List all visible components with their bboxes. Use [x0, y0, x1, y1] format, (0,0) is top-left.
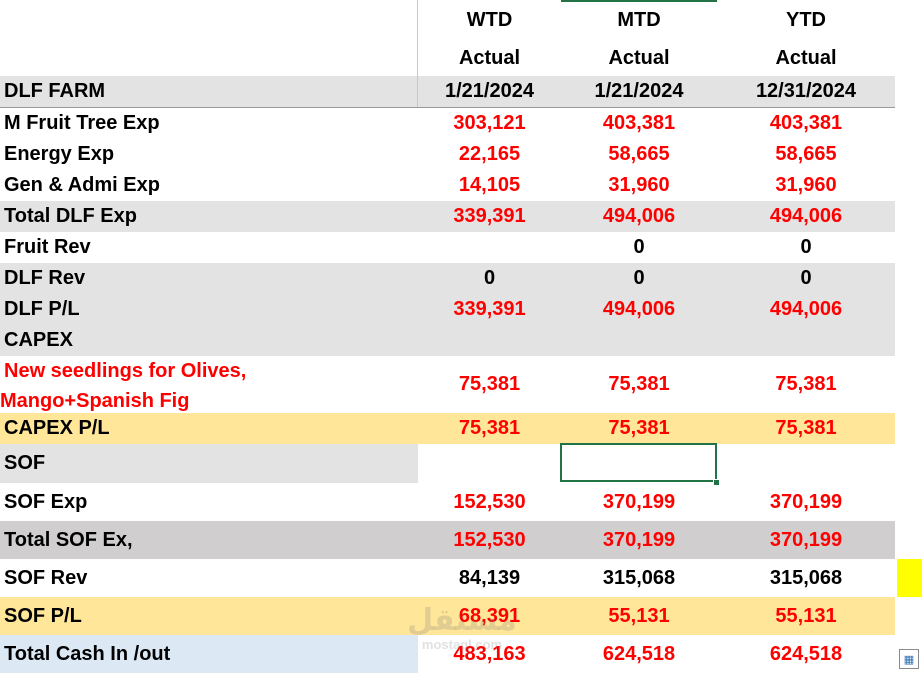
row-label-line2[interactable]: Mango+Spanish Fig	[0, 390, 190, 412]
quick-analysis-icon[interactable]: ▦	[899, 649, 919, 669]
wtd-value[interactable]: 152,530	[453, 490, 526, 513]
row-label[interactable]: Energy Exp	[4, 143, 115, 165]
ytd-value[interactable]: 55,131	[775, 604, 837, 627]
row-label[interactable]: DLF P/L	[4, 298, 80, 320]
mtd-value[interactable]: 315,068	[602, 566, 676, 589]
wtd-header[interactable]: WTD	[466, 8, 513, 31]
row-label[interactable]: Total DLF Exp	[4, 205, 137, 227]
wtd-value[interactable]: 339,391	[453, 298, 526, 320]
wtd-value[interactable]: 75,381	[458, 417, 521, 439]
table-row: SOF	[0, 444, 895, 483]
selected-cell[interactable]	[560, 443, 717, 482]
row-label[interactable]: Total Cash In /out	[4, 642, 171, 665]
wtd-value[interactable]: 339,391	[453, 205, 526, 227]
table-row: M Fruit Tree Exp 303,121 403,381 403,381	[0, 108, 895, 139]
wtd-date[interactable]: 1/21/2024	[445, 80, 534, 102]
mtd-actual-header[interactable]: Actual	[608, 46, 670, 69]
ytd-value[interactable]: 31,960	[775, 174, 837, 196]
mtd-value[interactable]: 75,381	[608, 417, 670, 439]
header-row-type: Actual Actual Actual	[0, 40, 895, 76]
mtd-value[interactable]: 370,199	[602, 528, 676, 551]
header-divider	[0, 107, 895, 108]
row-label[interactable]: SOF Exp	[4, 490, 88, 513]
ytd-header[interactable]: YTD	[786, 8, 826, 31]
ytd-value[interactable]: 75,381	[775, 373, 837, 395]
table-row: Total Cash In /out 483,163 624,518 624,5…	[0, 635, 895, 673]
wtd-value[interactable]: 84,139	[458, 566, 521, 589]
row-label[interactable]: SOF P/L	[4, 604, 82, 627]
ytd-value[interactable]: 494,006	[769, 205, 843, 227]
row-label[interactable]: DLF Rev	[4, 267, 86, 289]
mtd-value[interactable]: 494,006	[602, 205, 676, 227]
mtd-value[interactable]: 370,199	[602, 490, 676, 513]
header-row-date: DLF FARM 1/21/2024 1/21/2024 12/31/2024	[0, 76, 895, 107]
mtd-value[interactable]: 31,960	[608, 174, 670, 196]
table-row: DLF Rev 0 0 0	[0, 263, 895, 294]
header-row-period: WTD MTD YTD	[0, 2, 895, 38]
row-label[interactable]: SOF Rev	[4, 566, 88, 589]
row-label[interactable]: CAPEX P/L	[4, 417, 110, 439]
column-divider	[417, 0, 418, 108]
mtd-date[interactable]: 1/21/2024	[594, 80, 684, 102]
ytd-value[interactable]: 494,006	[769, 298, 843, 320]
mtd-value[interactable]: 0	[633, 236, 645, 258]
fill-handle[interactable]	[713, 479, 720, 486]
row-label[interactable]: CAPEX	[4, 329, 73, 351]
wtd-value[interactable]: 152,530	[453, 528, 526, 551]
table-row: Total SOF Ex, 152,530 370,199 370,199	[0, 521, 895, 559]
table-row: CAPEX	[0, 325, 895, 356]
wtd-value[interactable]: 14,105	[458, 174, 521, 196]
mtd-value[interactable]: 494,006	[602, 298, 676, 320]
section-title-dlf-farm[interactable]: DLF FARM	[4, 80, 106, 102]
row-label[interactable]: Total SOF Ex,	[4, 528, 133, 551]
ytd-value[interactable]: 370,199	[769, 528, 843, 551]
ytd-value[interactable]: 0	[800, 267, 812, 289]
table-row: SOF Rev 84,139 315,068 315,068	[0, 559, 895, 597]
wtd-value[interactable]: 22,165	[458, 143, 521, 165]
mtd-value[interactable]: 58,665	[608, 143, 670, 165]
mtd-value[interactable]: 403,381	[602, 112, 676, 134]
row-label[interactable]: M Fruit Tree Exp	[4, 112, 160, 134]
mtd-value[interactable]: 624,518	[602, 642, 676, 665]
ytd-value[interactable]: 315,068	[769, 566, 843, 589]
ytd-date[interactable]: 12/31/2024	[755, 80, 857, 102]
ytd-value[interactable]: 0	[800, 236, 812, 258]
mtd-value[interactable]: 0	[633, 267, 645, 289]
wtd-value[interactable]: 483,163	[453, 642, 526, 665]
table-row: Fruit Rev 0 0	[0, 232, 895, 263]
table-row: CAPEX P/L 75,381 75,381 75,381	[0, 413, 895, 444]
table-row: New seedlings for Olives, Mango+Spanish …	[0, 356, 895, 413]
table-row: Total DLF Exp 339,391 494,006 494,006	[0, 201, 895, 232]
grey-block	[0, 263, 895, 356]
sof-label-fill	[0, 444, 418, 483]
wtd-value[interactable]: 68,391	[458, 604, 521, 627]
table-row: SOF P/L 68,391 55,131 55,131	[0, 597, 895, 635]
ytd-value[interactable]: 624,518	[769, 642, 843, 665]
row-label-line1[interactable]: New seedlings for Olives,	[4, 360, 247, 382]
mtd-value[interactable]: 75,381	[608, 373, 670, 395]
column-header-accent	[561, 0, 717, 2]
wtd-value[interactable]: 303,121	[453, 112, 526, 134]
table-row: Energy Exp 22,165 58,665 58,665	[0, 139, 895, 170]
table-row: Gen & Admi Exp 14,105 31,960 31,960	[0, 170, 895, 201]
row-label[interactable]: SOF	[4, 452, 46, 474]
total-cash-label-fill	[0, 635, 418, 673]
table-row: SOF Exp 152,530 370,199 370,199	[0, 483, 895, 521]
ytd-value[interactable]: 75,381	[775, 417, 837, 439]
wtd-value[interactable]: 75,381	[458, 373, 521, 395]
mtd-header[interactable]: MTD	[617, 8, 661, 31]
wtd-value[interactable]	[418, 232, 561, 263]
wtd-value[interactable]: 0	[483, 267, 496, 289]
wtd-actual-header[interactable]: Actual	[458, 46, 521, 69]
ytd-value[interactable]: 58,665	[775, 143, 837, 165]
ytd-value[interactable]: 370,199	[769, 490, 843, 513]
mtd-value[interactable]: 55,131	[608, 604, 670, 627]
row-label[interactable]: Fruit Rev	[4, 236, 91, 258]
row-label[interactable]: Gen & Admi Exp	[4, 174, 160, 196]
highlighted-cell[interactable]	[897, 559, 922, 597]
ytd-value[interactable]: 403,381	[769, 112, 843, 134]
ytd-actual-header[interactable]: Actual	[775, 46, 837, 69]
table-row: DLF P/L 339,391 494,006 494,006	[0, 294, 895, 325]
